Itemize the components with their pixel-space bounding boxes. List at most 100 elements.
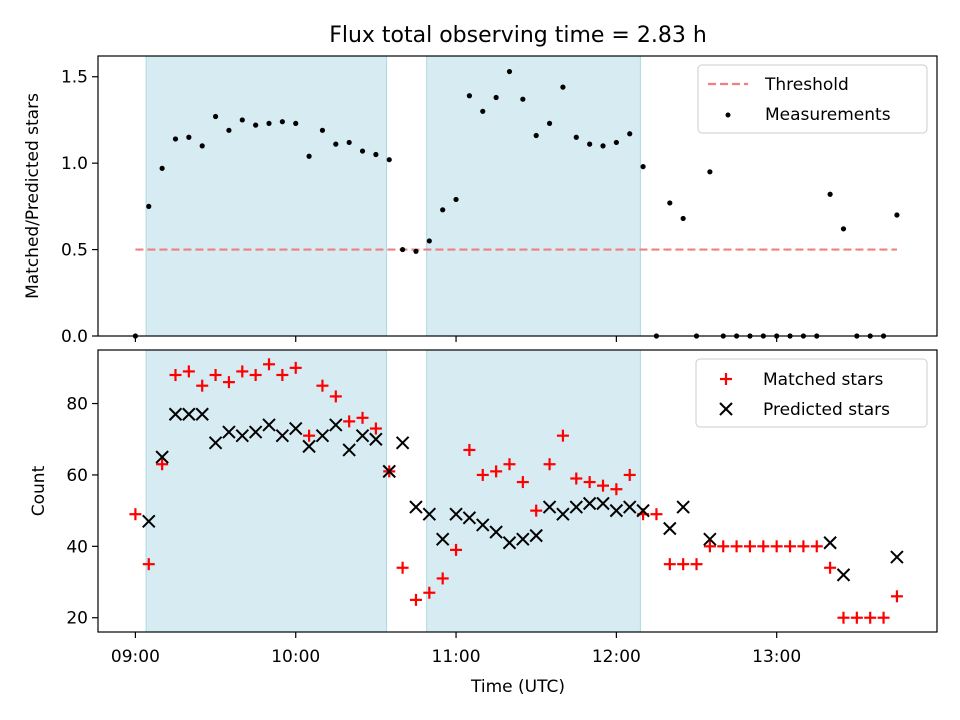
predicted-star-point [516, 532, 530, 546]
predicted-star-point [502, 536, 517, 550]
predicted-star-point [836, 568, 851, 582]
predicted-star-point [462, 511, 477, 525]
matched-star-point [450, 543, 463, 556]
measurement-point [199, 143, 205, 149]
predicted-star-point [235, 428, 249, 443]
matched-star-point [356, 411, 369, 424]
measurement-point [373, 151, 379, 158]
measurement-point [226, 127, 232, 133]
predicted-star-point [142, 514, 156, 529]
x-tick-label: 11:00 [432, 647, 481, 667]
matched-star-point [516, 476, 529, 489]
matched-star-point [556, 429, 569, 442]
measurement-point [627, 131, 633, 137]
matched-star-point [169, 368, 182, 381]
measurement-point [333, 141, 339, 147]
predicted-star-point [182, 407, 196, 421]
y-tick-label: 40 [66, 537, 88, 557]
predicted-star-point [435, 532, 450, 546]
matched-legend-swatch [720, 373, 732, 385]
top-panel: 0.0 0.5 1.0 1.5 Matched/Predicted stars Thr… [23, 55, 938, 347]
predicted-star-point [302, 439, 316, 454]
predicted-star-point [703, 532, 717, 546]
measurement-point [827, 191, 833, 197]
matched-star-point [182, 365, 195, 378]
matched-star-point [209, 368, 222, 381]
y-tick-label: 20 [66, 609, 88, 629]
matched-star-point [276, 368, 289, 381]
measurement-point [293, 120, 299, 127]
matched-star-point [263, 358, 276, 371]
top-x-ticks [134, 336, 778, 342]
threshold-legend-label: Threshold [764, 75, 849, 95]
measurement-point [680, 215, 686, 222]
bottom-plot-frame [97, 349, 938, 633]
matched-star-point [436, 572, 449, 585]
predicted-star-point [329, 418, 343, 432]
matched-star-point [757, 540, 770, 553]
predicted-star-point [208, 436, 223, 450]
matched-star-point [784, 540, 797, 553]
predicted-star-point [222, 425, 236, 439]
matched-star-point [303, 429, 316, 442]
matched-star-point [743, 540, 756, 553]
matched-star-point [824, 561, 837, 574]
chart-title: Flux total observing time = 2.83 h [329, 23, 707, 48]
matched-star-point [703, 540, 716, 553]
matched-star-point [623, 468, 636, 481]
matched-star-point [316, 379, 329, 392]
predicted-star-point [248, 425, 263, 439]
matched-star-point [543, 458, 556, 471]
measurements-legend-swatch [725, 112, 731, 118]
predicted-star-point [636, 503, 650, 518]
matched-star-point [476, 468, 489, 481]
observing-window-1 [145, 55, 388, 337]
predicted-star-point [489, 525, 503, 539]
matched-star-point [610, 483, 623, 496]
matched-star-point [329, 390, 342, 403]
measurement-point [613, 139, 619, 146]
matched-star-point [730, 540, 743, 553]
matched-star-point [409, 593, 422, 606]
measurement-point [413, 248, 419, 254]
predicted-star-point [890, 550, 904, 564]
y-tick-label: 60 [66, 466, 88, 486]
x-tick-label: 10:00 [271, 647, 320, 667]
matched-star-point [530, 504, 543, 517]
predicted-star-point [262, 418, 276, 432]
measurement-point [172, 136, 179, 142]
predicted-star-point [395, 436, 410, 450]
bottom-x-ticks: 09:00 10:00 11:00 12:00 13:00 [111, 632, 801, 667]
y-tick-label: 1.5 [61, 68, 88, 88]
measurement-point [506, 68, 513, 75]
matched-star-point [650, 508, 663, 521]
predicted-star-point [556, 507, 570, 521]
predicted-star-point [582, 496, 597, 511]
measurement-point [480, 108, 486, 114]
measurement-point [707, 169, 713, 175]
matched-star-point [503, 458, 516, 471]
matched-legend-label: Matched stars [763, 370, 883, 390]
count-points [129, 358, 904, 624]
predicted-star-point [409, 500, 423, 514]
measurement-point [239, 117, 245, 123]
measurement-point [440, 207, 446, 213]
measurement-point [159, 165, 165, 171]
measurement-point [640, 164, 646, 170]
predicted-star-point [663, 521, 677, 536]
matched-star-point [597, 479, 610, 492]
measurement-point [279, 119, 285, 125]
matched-star-point [677, 558, 690, 571]
predicted-star-point [382, 464, 396, 479]
y-tick-label: 80 [66, 395, 88, 415]
predicted-star-point [369, 432, 383, 446]
matched-star-point [369, 422, 382, 435]
matched-star-point [570, 472, 583, 485]
predicted-star-point [476, 518, 490, 532]
measurement-point [400, 246, 406, 253]
measurement-point [667, 200, 673, 206]
observing-window-1 [145, 349, 388, 633]
measurement-point [386, 157, 392, 163]
x-tick-label: 09:00 [111, 647, 160, 667]
measurement-points [132, 68, 900, 339]
